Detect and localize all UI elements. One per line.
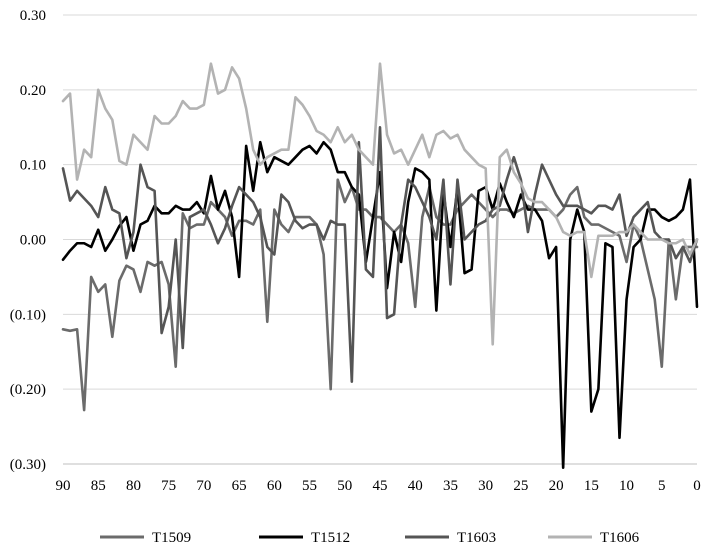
y-tick-label: 0.10 <box>20 158 46 174</box>
x-tick-label: 75 <box>161 478 176 494</box>
series-line-t1606 <box>61 62 699 346</box>
legend-label-t1509: T1509 <box>152 530 191 546</box>
x-tick-label: 55 <box>302 478 317 494</box>
y-tick-label: 0.20 <box>20 83 46 99</box>
x-tick-label: 90 <box>56 478 71 494</box>
x-tick-label: 20 <box>549 478 564 494</box>
x-tick-label: 70 <box>196 478 211 494</box>
series-line-t1603 <box>61 125 699 383</box>
x-tick-label: 30 <box>478 478 493 494</box>
legend: T1509 T1512 T1603 T1606 <box>100 530 640 546</box>
x-tick-label: 0 <box>693 478 701 494</box>
x-tick-label: 40 <box>408 478 423 494</box>
x-tick-label: 50 <box>337 478 352 494</box>
x-tick-label: 45 <box>373 478 388 494</box>
x-tick-label: 85 <box>91 478 106 494</box>
x-tick-label: 80 <box>126 478 141 494</box>
series-line-t1512 <box>61 140 699 470</box>
series-line-t1509 <box>61 178 699 412</box>
x-tick-label: 25 <box>513 478 528 494</box>
x-tick-label: 65 <box>232 478 247 494</box>
y-tick-label: (0.20) <box>10 382 46 398</box>
x-tick-label: 5 <box>658 478 666 494</box>
x-axis-labels: 90 85 80 75 70 65 60 55 50 45 40 35 30 25 20 15 10 5 0 <box>56 478 701 494</box>
y-tick-label: (0.10) <box>10 307 46 323</box>
legend-label-t1606: T1606 <box>600 530 640 546</box>
x-tick-label: 15 <box>584 478 599 494</box>
x-tick-label: 10 <box>619 478 634 494</box>
legend-label-t1512: T1512 <box>311 530 350 546</box>
x-tick-label: 35 <box>443 478 458 494</box>
series-lines <box>61 62 699 470</box>
y-tick-label: (0.30) <box>10 457 46 473</box>
y-axis-labels: 0.30 0.20 0.10 0.00 (0.10) (0.20) (0.30) <box>10 8 46 473</box>
x-tick-label: 60 <box>267 478 282 494</box>
y-tick-label: 0.30 <box>20 8 46 24</box>
legend-label-t1603: T1603 <box>457 530 496 546</box>
y-tick-label: 0.00 <box>20 233 46 249</box>
